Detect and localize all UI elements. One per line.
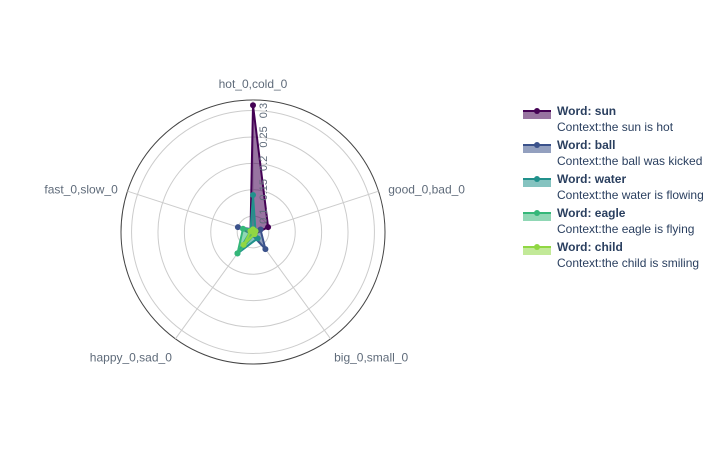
legend-series-name: Word: eagle (557, 206, 626, 220)
axis-label: big_0,small_0 (334, 351, 408, 365)
legend-series-context: Context:the child is smiling (557, 256, 699, 270)
axis-label: good_0,bad_0 (388, 182, 465, 196)
legend-series-name: Word: sun (557, 104, 616, 118)
radial-tick-label: 0.2 (258, 156, 270, 171)
legend-item[interactable]: Word: eagle Context:the eagle is flying (523, 206, 694, 236)
radial-tick-labels: 0.1 0.15 0.2 0.25 0.3 (258, 103, 270, 224)
legend-series-context: Context:the ball was kicked (557, 154, 702, 168)
radial-tick-label: 0.25 (258, 126, 270, 147)
axis-line (127, 190, 254, 233)
legend-swatch (523, 213, 551, 221)
legend-marker (534, 244, 540, 250)
axis-label: fast_0,slow_0 (44, 182, 118, 196)
legend-series-name: Word: child (557, 240, 623, 254)
data-point (240, 241, 247, 248)
legend-item[interactable]: Word: ball Context:the ball was kicked (523, 138, 702, 168)
legend-series-context: Context:the eagle is flying (557, 222, 694, 236)
legend: Word: sun Context:the sun is hot Word: bal… (523, 104, 704, 270)
legend-series-context: Context:the water is flowing (557, 188, 704, 202)
legend-item[interactable]: Word: water Context:the water is flowing (523, 172, 704, 202)
legend-marker (534, 210, 540, 216)
data-point (234, 224, 241, 231)
legend-item[interactable]: Word: child Context:the child is smiling (523, 240, 699, 270)
legend-series-name: Word: water (557, 172, 626, 186)
legend-swatch (523, 145, 551, 153)
data-point (250, 102, 256, 109)
axis-label: hot_0,cold_0 (219, 77, 288, 91)
legend-swatch (523, 179, 551, 187)
series-area (236, 194, 259, 255)
legend-item[interactable]: Word: sun Context:the sun is hot (523, 104, 674, 134)
data-point (257, 226, 264, 233)
legend-swatch (523, 247, 551, 255)
legend-marker (534, 108, 540, 114)
data-point (254, 235, 261, 242)
legend-marker (534, 176, 540, 182)
radial-tick-label: 0.15 (258, 179, 270, 200)
legend-series-name: Word: ball (557, 138, 615, 152)
axis-label: happy_0,sad_0 (90, 351, 172, 365)
series-traces (234, 102, 272, 257)
data-point (247, 228, 254, 235)
legend-series-context: Context:the sun is hot (557, 120, 674, 134)
data-point (262, 246, 269, 253)
radial-tick-label: 0.1 (258, 209, 270, 224)
data-point (239, 225, 246, 232)
axis-line (252, 190, 379, 233)
legend-swatch (523, 111, 551, 119)
data-point (250, 192, 256, 199)
legend-marker (534, 142, 540, 148)
radial-tick-label: 0.3 (258, 103, 270, 118)
data-point (265, 224, 272, 231)
data-point (234, 250, 241, 257)
